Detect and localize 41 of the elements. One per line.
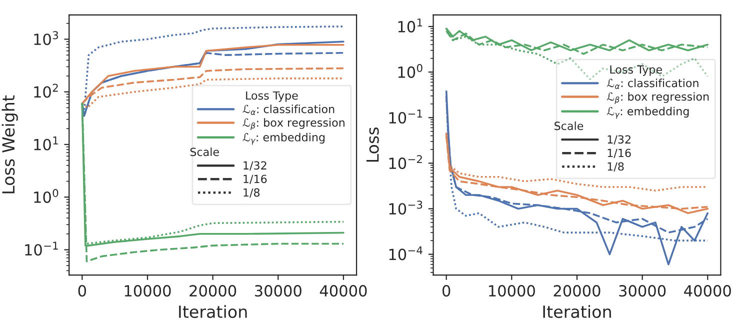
x-tick-label: 10000 — [489, 285, 535, 297]
y-tick-label: 10$^{−1}$ — [389, 110, 422, 124]
x-axis-title: Iteration — [179, 305, 247, 318]
annotation: 1/32 — [244, 161, 266, 171]
y-tick-label: 10$^{−2}$ — [389, 155, 422, 170]
x-tick-label: 30000 — [619, 285, 666, 297]
legend-label: ℒ$_{γ}$: embedding — [606, 106, 689, 119]
y-tick-label: 10$^{−3}$ — [389, 200, 422, 215]
y-tick-label: 10$^{3}$ — [34, 31, 58, 46]
legend-title: Loss Type — [610, 65, 662, 76]
y-tick-label: 10$^{1}$ — [34, 136, 58, 150]
annotation: Scale — [190, 148, 219, 156]
x-tick-label: 30000 — [255, 285, 302, 297]
y-tick-label: 10$^{2}$ — [34, 84, 58, 98]
y-tick-label: 10$^{−1}$ — [25, 242, 58, 256]
legend-label: ℒ$_{α}$: classification — [606, 78, 698, 89]
y-tick-label: 10$^{0}$ — [398, 64, 422, 78]
annotation: 1/32 — [608, 135, 630, 144]
annotation: 1/8 — [244, 188, 260, 198]
y-axis-title: Loss — [366, 128, 379, 162]
x-tick-label: 10000 — [124, 285, 171, 297]
annotation: 1/8 — [608, 162, 624, 172]
x-tick-label: 20000 — [554, 285, 600, 297]
x-axis-title: Iteration — [543, 305, 611, 318]
legend-label: ℒ$_{γ}$: embedding — [242, 132, 325, 145]
x-tick-label: 40000 — [320, 285, 367, 297]
x-tick-label: 0 — [442, 285, 450, 297]
x-tick-label: 20000 — [190, 285, 236, 297]
legend-title: Loss Type — [246, 91, 298, 102]
y-tick-label: 10$^{1}$ — [398, 18, 422, 32]
y-axis-title: Loss Weight — [2, 95, 18, 194]
legend-label: ℒ$_{α}$: classification — [242, 104, 334, 115]
annotation: Scale — [554, 121, 584, 130]
y-tick-label: 10$^{−4}$ — [389, 246, 422, 260]
x-tick-label: 40000 — [684, 285, 731, 297]
legend-label: ℒ$_{β}$: box regression — [606, 92, 709, 104]
x-tick-label: 0 — [78, 285, 86, 297]
y-tick-label: 10$^{0}$ — [34, 189, 58, 204]
annotation: 1/16 — [244, 174, 267, 184]
annotation: 1/16 — [608, 148, 631, 158]
legend-label: ℒ$_{β}$: box regression — [242, 118, 344, 130]
